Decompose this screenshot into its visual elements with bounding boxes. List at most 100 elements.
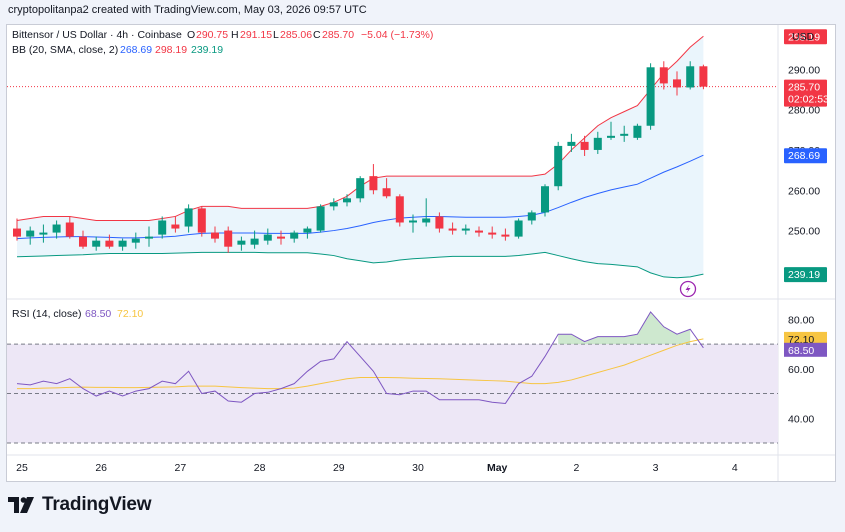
rsi-legend-label: RSI (14, close)	[12, 308, 81, 320]
candle-body	[290, 232, 299, 239]
candle	[171, 216, 180, 233]
candle-body	[646, 67, 655, 126]
candle-body	[488, 232, 497, 235]
candle	[699, 64, 708, 90]
candle-body	[197, 208, 206, 233]
candle	[303, 226, 312, 239]
candle	[620, 125, 629, 142]
price-badge-text: 02:02:53	[788, 94, 829, 106]
candle	[65, 216, 74, 239]
candle	[145, 226, 153, 247]
candle-body	[303, 228, 312, 233]
candle-body	[263, 234, 272, 241]
candle	[488, 226, 497, 239]
rsi-overbought-fill	[558, 311, 691, 345]
lower-badge: 239.19	[784, 267, 827, 283]
candle-body	[607, 135, 615, 138]
lower-badge-bg	[784, 267, 827, 283]
time-tick-label: 3	[653, 462, 659, 474]
candle	[475, 226, 483, 237]
basis-badge-bg	[784, 148, 827, 164]
rsi-line	[16, 311, 704, 404]
upper-badge-text: 298.19	[788, 31, 820, 43]
candle-body	[343, 198, 351, 203]
candle	[92, 236, 101, 251]
candle	[224, 226, 233, 253]
candle	[593, 131, 602, 154]
candle-body	[633, 125, 642, 138]
tradingview-brand[interactable]: TradingView	[8, 494, 152, 516]
rsi-tick-label: 80.00	[788, 314, 814, 326]
candle	[435, 212, 444, 233]
basis-badge-text: 268.69	[788, 150, 820, 162]
candle-body	[461, 228, 470, 231]
candle-body	[382, 188, 391, 197]
legend-bb-label: BB (20, SMA, close, 2)	[12, 44, 118, 56]
candle	[633, 123, 642, 140]
candle-body	[567, 141, 576, 146]
candle	[382, 178, 391, 199]
candle	[461, 224, 470, 235]
rsi-badge: 68.50	[784, 342, 827, 357]
candle-body	[237, 240, 246, 245]
candle-body	[224, 230, 233, 247]
candle-body	[475, 230, 483, 233]
candle-body	[448, 228, 457, 231]
legend-high: 291.15	[240, 29, 272, 41]
price-badge-text: 285.70	[788, 82, 820, 94]
candle	[39, 224, 48, 243]
price-tick-label: 280.00	[788, 105, 820, 117]
candle-body	[13, 228, 21, 237]
rsi-legend-value: 68.50	[85, 308, 111, 320]
candle-body	[329, 202, 338, 207]
candle-body	[118, 240, 127, 247]
candle-body	[145, 236, 153, 239]
candle	[26, 226, 35, 245]
candlesticks	[13, 61, 708, 253]
legend-l-label: L	[273, 29, 279, 41]
currency-label: USD	[792, 31, 815, 43]
candle-body	[369, 176, 378, 191]
candle	[607, 121, 615, 140]
candle	[343, 194, 351, 207]
legend-low: 285.06	[280, 29, 312, 41]
candle-body	[52, 224, 61, 233]
candle-body	[395, 196, 404, 223]
rsi-tick-label: 60.00	[788, 364, 814, 376]
candle	[277, 230, 285, 245]
chart-canvas[interactable]: 290.00280.00260.00250.00270.00298.19285.…	[7, 25, 835, 481]
legend-change: −5.04 (−1.73%)	[361, 29, 433, 41]
candle	[422, 198, 431, 227]
rsi-ma-line	[17, 338, 704, 390]
candle	[158, 216, 167, 239]
candle	[237, 236, 246, 251]
candle	[329, 198, 338, 211]
candle	[448, 222, 457, 235]
candle-body	[580, 141, 589, 150]
candle	[514, 218, 523, 239]
candle-body	[316, 206, 325, 231]
candle	[580, 135, 589, 156]
candle	[409, 214, 417, 233]
candle	[263, 228, 272, 245]
chart-frame: 290.00280.00260.00250.00270.00298.19285.…	[6, 24, 836, 482]
legend-h-label: H	[231, 29, 239, 41]
legend-bb-lower: 239.19	[191, 44, 223, 56]
candle-body	[250, 238, 259, 245]
time-tick-label: 4	[732, 462, 738, 474]
candle-body	[79, 236, 87, 247]
candle-body	[514, 220, 523, 237]
candle-body	[541, 186, 549, 213]
time-tick-label: 29	[333, 462, 345, 474]
time-tick-label: May	[487, 462, 508, 474]
candle-body	[39, 232, 48, 235]
candle	[554, 141, 563, 191]
time-tick-label: 26	[95, 462, 107, 474]
candle-body	[435, 216, 444, 229]
legend-bb-upper: 298.19	[155, 44, 187, 56]
candle	[316, 204, 325, 233]
candle-body	[554, 145, 563, 187]
time-tick-label: 2	[573, 462, 579, 474]
lightning-icon[interactable]	[679, 280, 697, 298]
